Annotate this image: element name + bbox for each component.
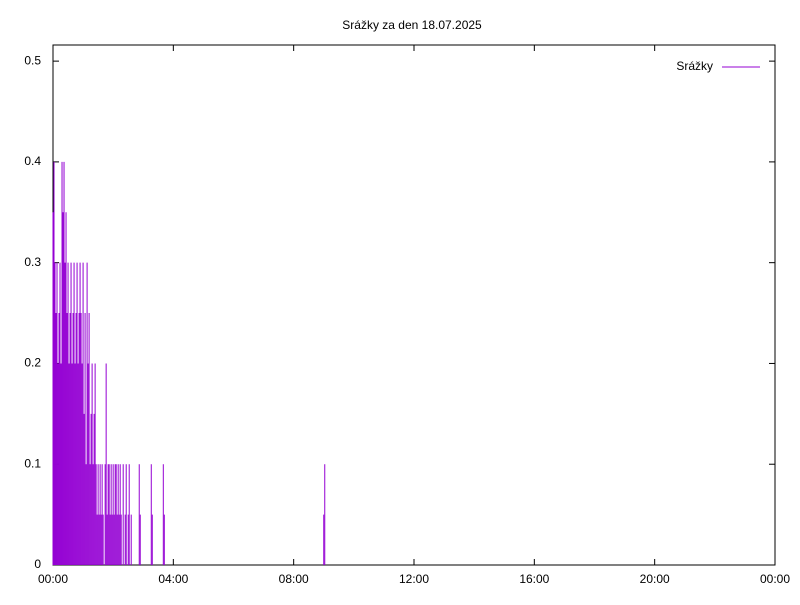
x-tick-label: 08:00 (279, 572, 309, 586)
y-tick-label: 0.5 (24, 53, 41, 67)
y-tick-label: 0.4 (24, 154, 41, 168)
x-tick-label: 12:00 (399, 572, 429, 586)
chart-title: Srážky za den 18.07.2025 (342, 18, 482, 32)
x-tick-label: 00:00 (760, 572, 790, 586)
y-tick-label: 0 (34, 557, 41, 571)
x-tick-label: 04:00 (158, 572, 188, 586)
x-tick-label: 20:00 (640, 572, 670, 586)
legend-label: Srážky (676, 59, 713, 73)
y-tick-label: 0.1 (24, 456, 41, 470)
y-tick-label: 0.2 (24, 356, 41, 370)
x-tick-label: 00:00 (38, 572, 68, 586)
y-tick-label: 0.3 (24, 255, 41, 269)
x-tick-label: 16:00 (519, 572, 549, 586)
plot-frame (52, 44, 776, 566)
